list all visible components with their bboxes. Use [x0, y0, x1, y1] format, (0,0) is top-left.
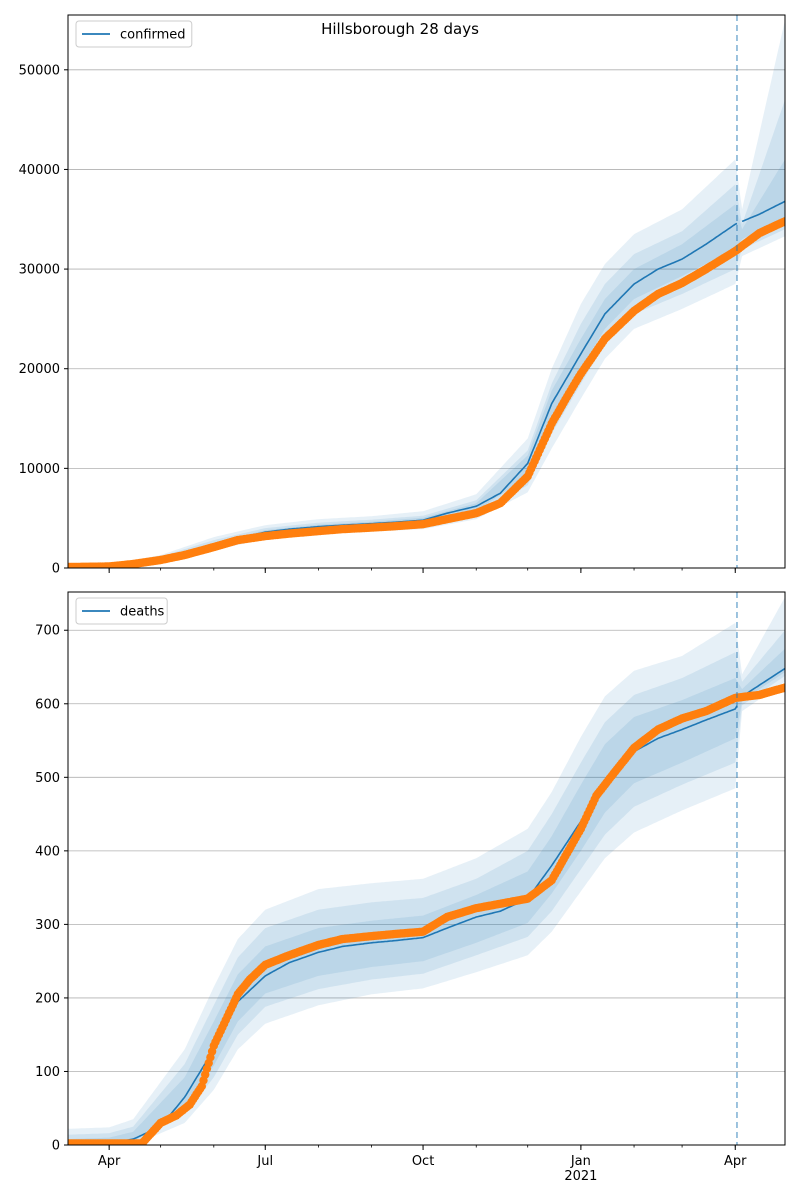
y-tick-label: 50000 — [19, 63, 60, 78]
y-tick-label: 10000 — [19, 462, 60, 477]
y-tick-label: 40000 — [19, 163, 60, 178]
y-tick-label: 500 — [35, 771, 60, 786]
y-tick-label: 200 — [35, 991, 60, 1006]
legend-label: confirmed — [120, 28, 186, 43]
y-tick-label: 700 — [35, 624, 60, 639]
confidence-band — [68, 648, 785, 1145]
legend-box — [75, 20, 193, 48]
x-tick-label: Jul — [256, 1154, 273, 1169]
y-tick-label: 100 — [35, 1065, 60, 1080]
confidence-band — [68, 20, 785, 568]
observed-point — [780, 217, 785, 226]
x-tick-label: Apr — [98, 1154, 121, 1169]
x-tick-label: Jan — [570, 1154, 591, 1169]
x-tick-label: 2021 — [564, 1169, 597, 1184]
observed-point — [780, 683, 785, 692]
y-tick-label: 600 — [35, 697, 60, 712]
observed-series — [68, 683, 785, 1145]
confirmed-chart: 0 10000 20000 30000 40000 50000 confirmed — [19, 14, 786, 577]
plot-frame — [67, 14, 786, 569]
y-tick-label: 0 — [52, 562, 60, 577]
model-line — [741, 200, 785, 223]
y-tick-label: 300 — [35, 918, 60, 933]
y-tick-label: 20000 — [19, 362, 60, 377]
confidence-band — [68, 630, 785, 1145]
observed-series — [68, 217, 785, 568]
legend: confirmed — [75, 20, 193, 48]
y-tick-label: 0 — [52, 1139, 60, 1154]
legend-label: deaths — [120, 605, 165, 620]
legend: deaths — [75, 597, 168, 625]
confidence-band — [68, 597, 785, 1145]
x-tick-label: Oct — [412, 1154, 434, 1169]
x-tick-label: Apr — [724, 1154, 747, 1169]
legend-box — [75, 597, 168, 625]
plot-frame — [67, 591, 786, 1146]
model-line — [741, 667, 785, 698]
figure-title: Hillsborough 28 days — [321, 20, 479, 38]
y-tick-label: 400 — [35, 844, 60, 859]
y-tick-label: 30000 — [19, 263, 60, 278]
